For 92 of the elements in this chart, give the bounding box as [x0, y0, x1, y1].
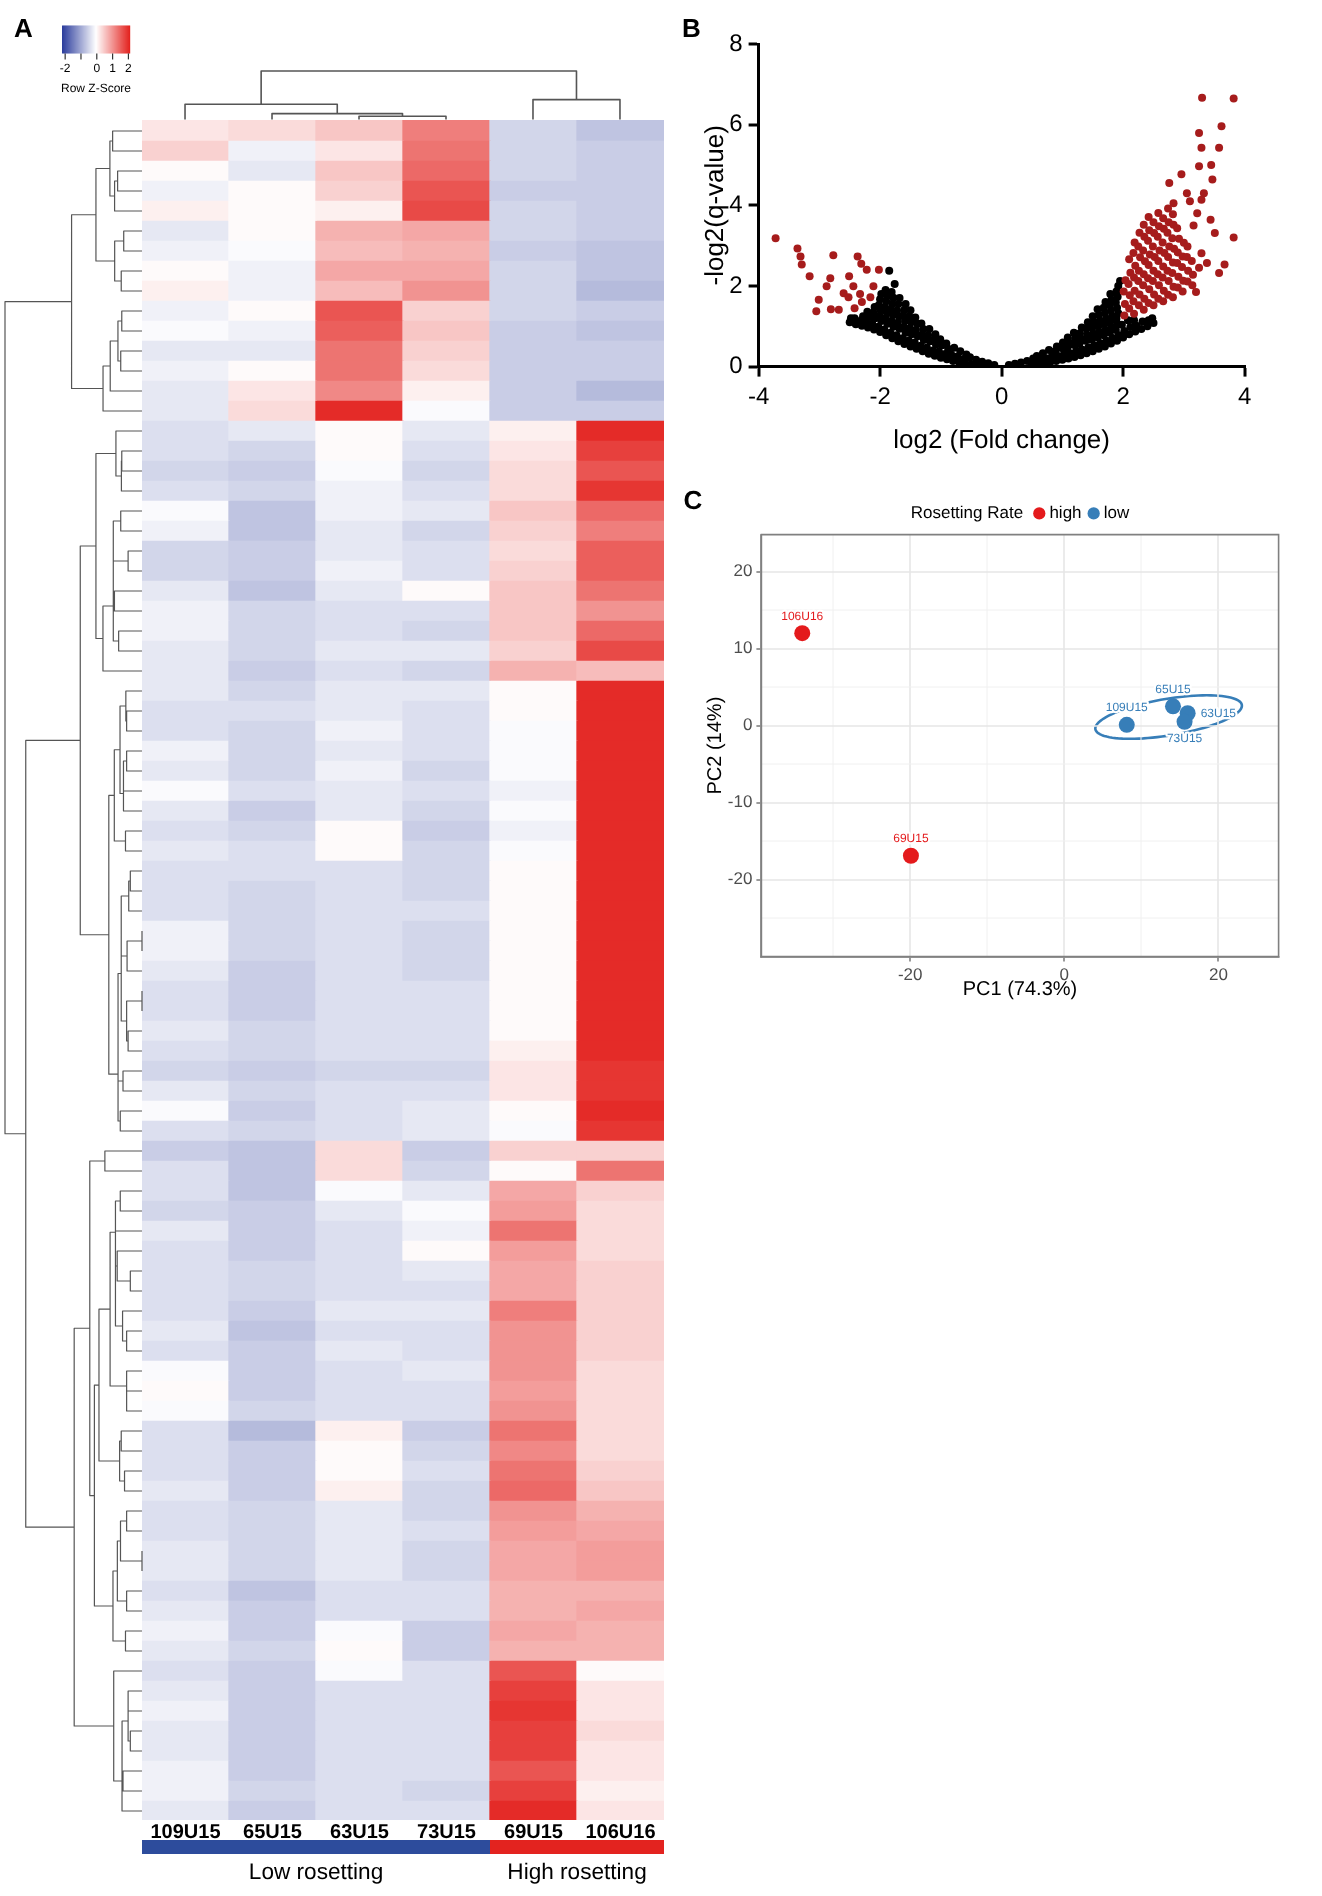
point	[869, 282, 878, 291]
point	[856, 290, 865, 299]
point	[805, 272, 814, 281]
point	[1176, 713, 1193, 730]
chart-title: C	[683, 485, 704, 516]
y-tick-label: 4	[729, 189, 744, 218]
point	[1202, 258, 1211, 267]
point	[857, 259, 866, 268]
point	[826, 274, 835, 283]
y-tick-label: -20	[727, 868, 753, 889]
point	[1197, 143, 1206, 152]
text: High rosetting	[507, 1861, 647, 1886]
point	[1217, 122, 1226, 131]
x-tick-label: 109U15	[150, 1821, 222, 1844]
point	[1197, 249, 1206, 258]
y-tick-label: 0	[742, 714, 753, 735]
legend-label: high	[1049, 502, 1083, 523]
point	[1195, 263, 1204, 272]
point	[1210, 229, 1219, 238]
point	[866, 293, 875, 302]
point	[1165, 179, 1174, 188]
x-tick-label: 65U15	[243, 1821, 303, 1844]
point	[1206, 215, 1215, 224]
point	[1207, 160, 1216, 169]
point	[1220, 260, 1229, 269]
point	[793, 244, 802, 253]
point	[1208, 175, 1217, 184]
point	[1198, 93, 1207, 102]
y-axis-title: PC2 (14%)	[704, 696, 727, 795]
point	[1169, 199, 1178, 208]
x-tick-label: 73U15	[417, 1821, 477, 1844]
point	[1182, 189, 1191, 198]
x-tick-label: -2	[869, 381, 892, 410]
point	[1229, 233, 1238, 242]
x-axis-title: log2 (Fold change)	[893, 423, 1111, 454]
point	[1195, 162, 1204, 171]
y-tick-label: 10	[733, 637, 753, 658]
x-tick-label: 20	[1209, 964, 1229, 985]
point	[771, 234, 780, 243]
x-tick-label: 2	[1116, 381, 1131, 410]
point	[849, 282, 858, 291]
legend-label: low	[1103, 502, 1132, 523]
y-tick-label: 0	[729, 351, 744, 380]
point	[1185, 197, 1194, 206]
x-tick-label: -20	[897, 964, 923, 985]
point	[1189, 221, 1198, 230]
point	[826, 305, 835, 314]
y-tick-label: 8	[729, 28, 744, 57]
point	[853, 252, 862, 261]
point	[1165, 698, 1181, 715]
point	[814, 295, 823, 304]
x-tick-label: 0	[1059, 964, 1070, 985]
x-tick-label: 4	[1237, 381, 1252, 410]
y-tick-label: 6	[729, 109, 744, 138]
point	[1118, 716, 1135, 733]
x-tick-label: 0	[994, 381, 1009, 410]
text: Low rosetting	[248, 1861, 384, 1886]
chart-title: A	[14, 13, 34, 44]
point	[812, 307, 821, 316]
y-axis-title: -log2(q-value)	[698, 125, 729, 286]
point	[1193, 209, 1202, 218]
point	[844, 293, 853, 302]
point	[1229, 94, 1238, 103]
x-axis-title: PC1 (74.3%)	[962, 979, 1078, 1002]
point	[834, 305, 843, 314]
point	[857, 298, 866, 307]
point	[1177, 170, 1186, 179]
point	[1192, 288, 1200, 296]
x-tick-label: -4	[747, 381, 770, 410]
point	[1215, 143, 1224, 152]
chart-title: B	[682, 13, 701, 44]
point	[1195, 129, 1204, 138]
point	[850, 304, 859, 313]
point	[1199, 189, 1208, 198]
point	[797, 260, 806, 269]
x-tick-label: 69U15	[504, 1821, 564, 1844]
point	[1215, 269, 1224, 278]
y-tick-label: 2	[729, 270, 744, 299]
point	[902, 847, 919, 864]
y-tick-label: -10	[727, 791, 753, 812]
point	[794, 625, 811, 642]
legend-title: Rosetting Rate	[910, 502, 1024, 523]
point	[822, 282, 831, 291]
point	[1197, 195, 1206, 204]
point	[829, 251, 838, 260]
y-tick-label: 20	[733, 560, 753, 581]
x-tick-label: 63U15	[330, 1821, 390, 1844]
point	[874, 265, 883, 274]
point	[862, 265, 871, 274]
point	[796, 252, 805, 261]
point	[845, 272, 854, 281]
x-tick-label: 106U16	[585, 1821, 657, 1844]
